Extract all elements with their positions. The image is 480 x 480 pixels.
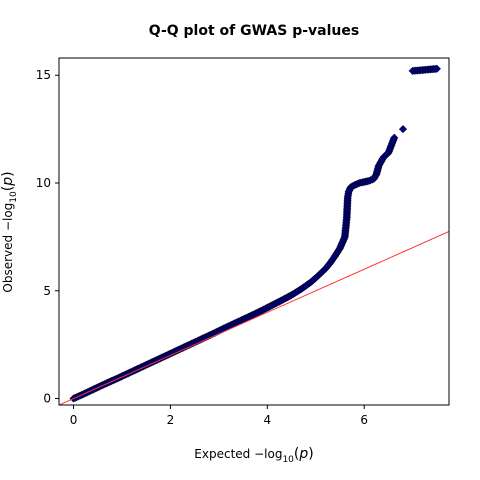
x-tick-label: 0	[70, 413, 78, 427]
plot-frame	[58, 57, 450, 406]
y-tick-label: 10	[36, 176, 51, 190]
plot-area	[59, 64, 449, 405]
data-point	[390, 133, 399, 142]
y-tick-label: 15	[36, 68, 51, 82]
y-tick-label: 0	[43, 392, 51, 406]
x-tick-label: 6	[360, 413, 368, 427]
x-tick-label: 4	[264, 413, 272, 427]
reference-line	[59, 231, 449, 405]
y-axis-label: Observed −log10(p)	[0, 171, 19, 292]
chart-title: Q-Q plot of GWAS p-values	[149, 23, 359, 39]
x-axis-label: Expected −log10(p)	[194, 446, 313, 465]
points-group	[69, 64, 441, 403]
y-tick-label: 5	[43, 284, 51, 298]
x-tick-label: 2	[167, 413, 175, 427]
data-point	[432, 64, 441, 73]
axes: 0 2 4 6 0 5 10 15 Expected −log10(p) Observed −lo…	[0, 57, 450, 465]
data-point	[398, 125, 407, 134]
